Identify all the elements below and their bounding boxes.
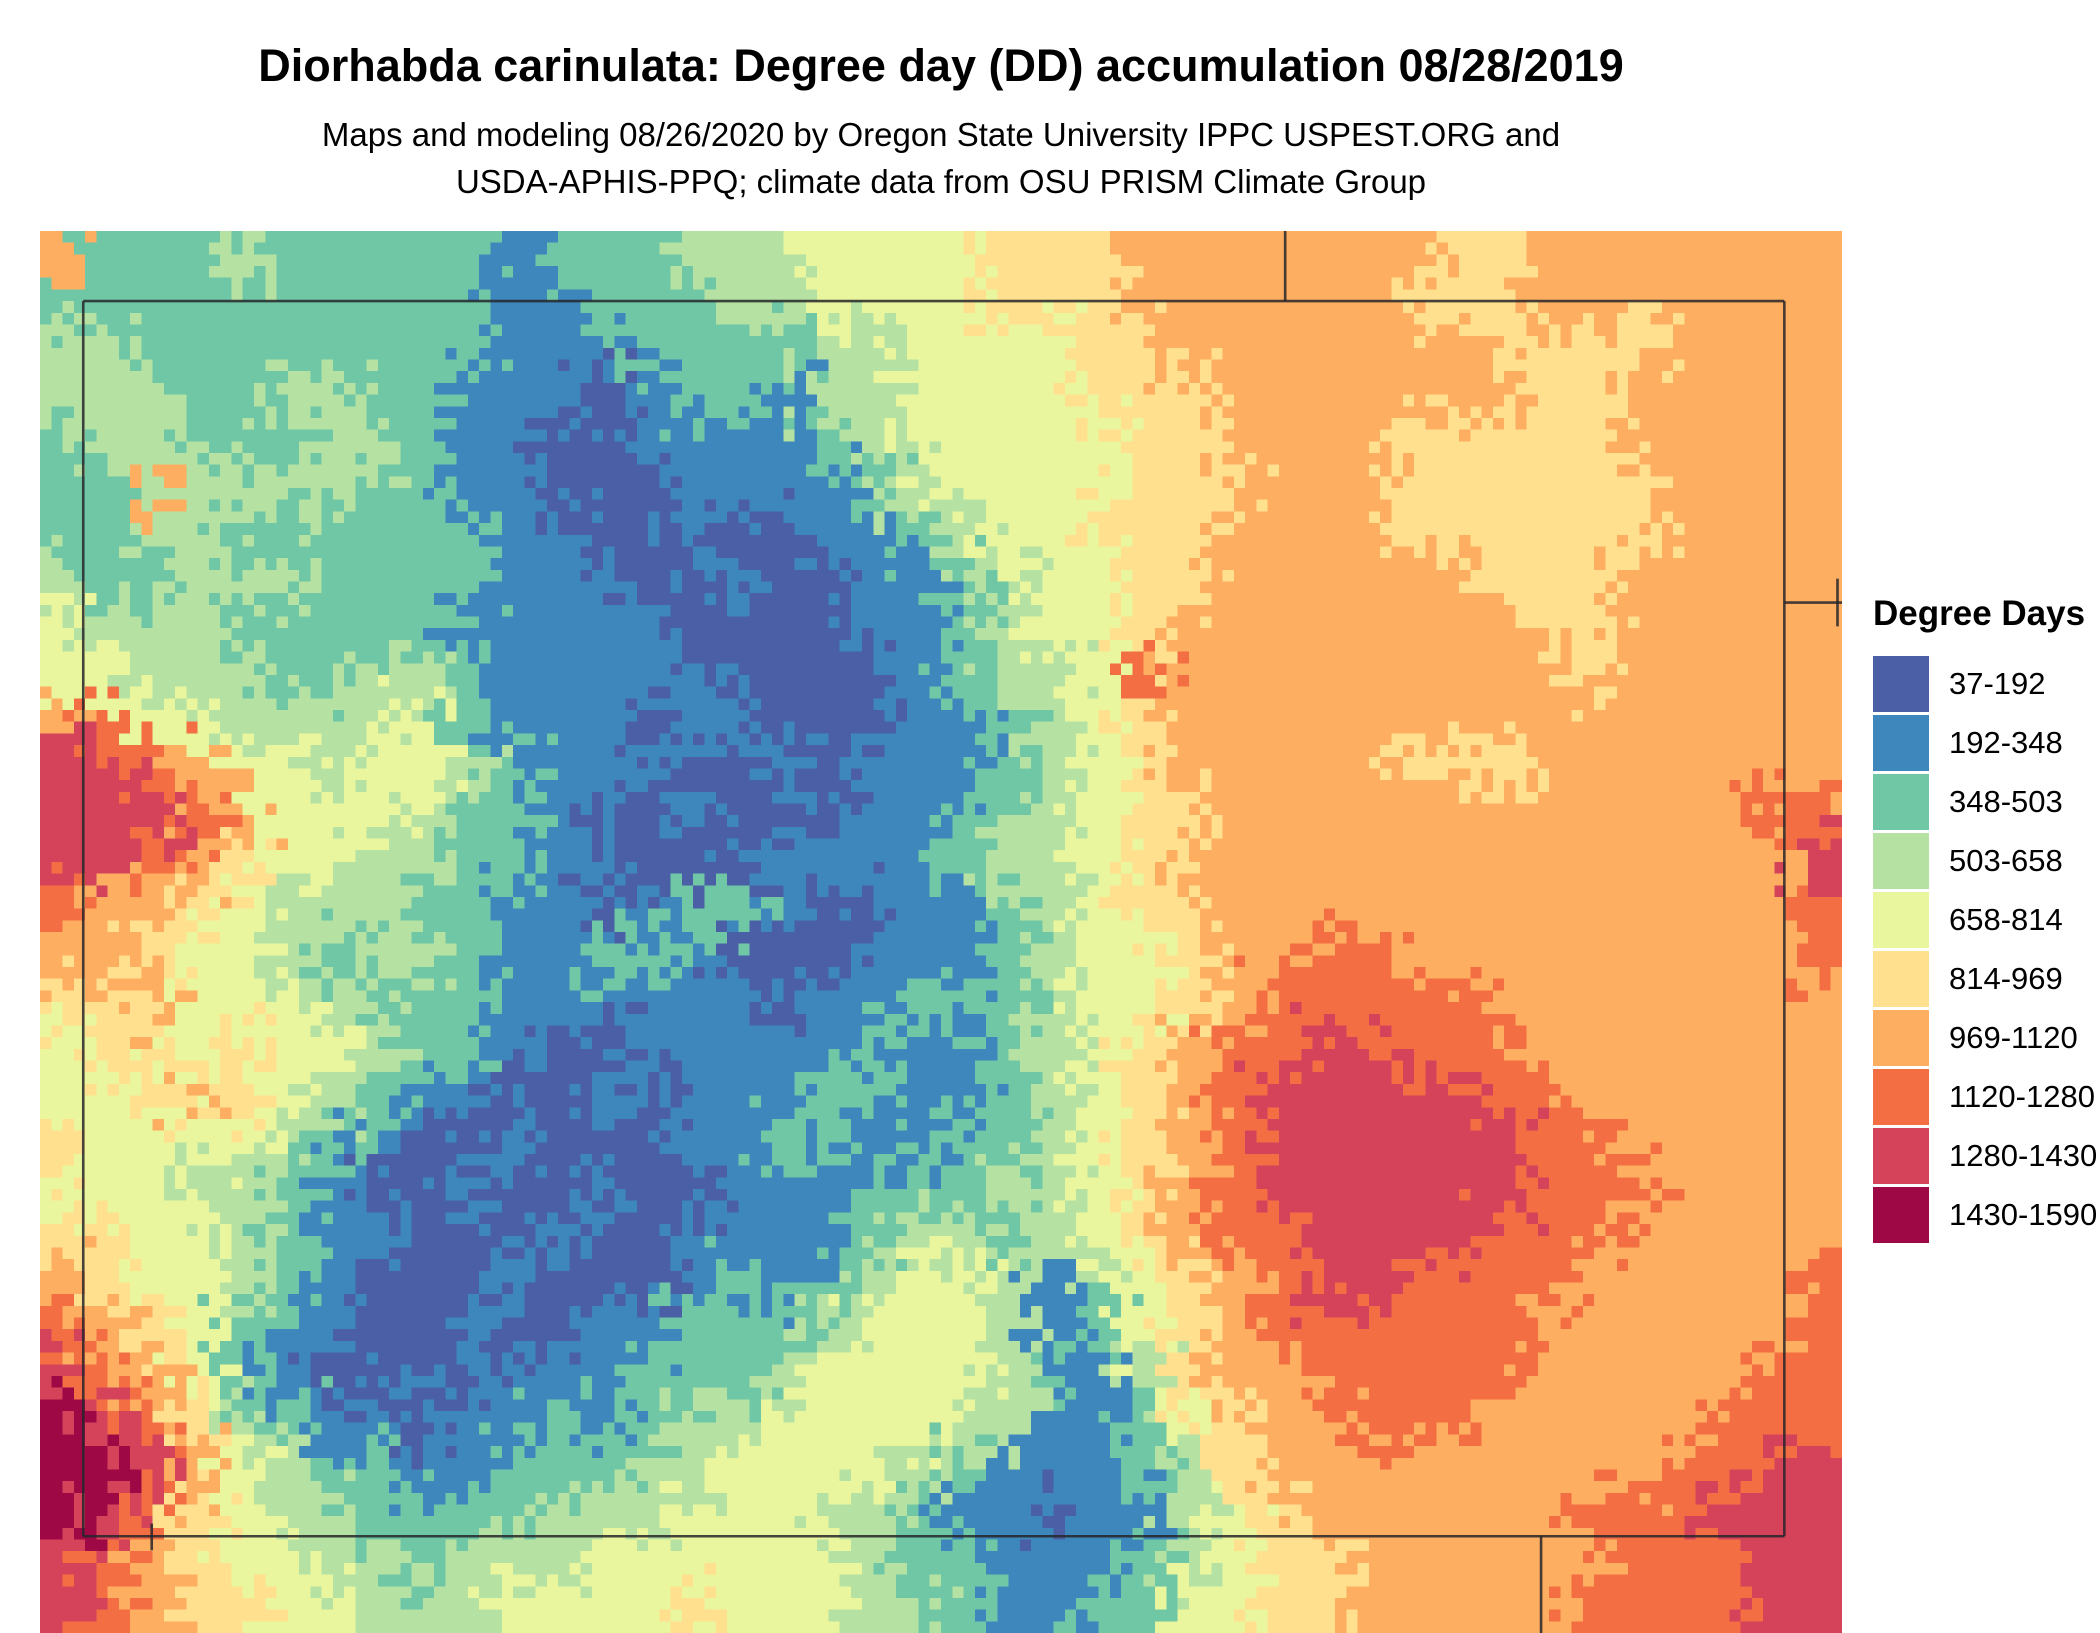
legend-label: 1280-1430 xyxy=(1949,1137,2098,1173)
legend-label: 192-348 xyxy=(1949,724,2063,760)
legend-entry: 1430-1590 xyxy=(1873,1185,2099,1244)
legend-entry: 1120-1280 xyxy=(1873,1067,2099,1126)
legend-swatch xyxy=(1873,714,1929,771)
legend-swatch xyxy=(1873,1186,1929,1243)
legend-entry: 658-814 xyxy=(1873,890,2099,949)
degree-day-map xyxy=(40,231,1842,1633)
legend-entry: 348-503 xyxy=(1873,772,2099,831)
map-raster xyxy=(40,231,1842,1633)
legend-entry: 192-348 xyxy=(1873,713,2099,772)
state-borders xyxy=(40,231,1842,1633)
legend-entry: 503-658 xyxy=(1873,831,2099,890)
legend-swatch xyxy=(1873,1127,1929,1184)
legend-label: 37-192 xyxy=(1949,665,2046,701)
legend-swatch xyxy=(1873,891,1929,948)
legend-title: Degree Days xyxy=(1873,594,2086,633)
legend: Degree Days 37-192 192-348 348-503 503-658 6… xyxy=(1873,594,2099,1244)
subtitle: Maps and modeling 08/26/2020 by Oregon S… xyxy=(40,112,1842,206)
legend-label: 658-814 xyxy=(1949,901,2063,937)
legend-label: 503-658 xyxy=(1949,842,2063,878)
legend-label: 348-503 xyxy=(1949,783,2063,819)
legend-entries: 37-192 192-348 348-503 503-658 658-814 814-96… xyxy=(1873,654,2099,1244)
subtitle-line-1: Maps and modeling 08/26/2020 by Oregon S… xyxy=(321,116,1561,153)
legend-swatch xyxy=(1873,1068,1929,1125)
legend-entry: 969-1120 xyxy=(1873,1008,2099,1067)
legend-swatch xyxy=(1873,773,1929,830)
legend-label: 969-1120 xyxy=(1949,1019,2078,1055)
legend-swatch xyxy=(1873,950,1929,1007)
legend-entry: 37-192 xyxy=(1873,654,2099,713)
legend-entry: 814-969 xyxy=(1873,949,2099,1008)
page-title: Diorhabda carinulata: Degree day (DD) ac… xyxy=(258,40,1624,91)
subtitle-line-2: USDA-APHIS-PPQ; climate data from OSU PR… xyxy=(455,162,1427,200)
legend-swatch xyxy=(1873,655,1929,712)
legend-label: 1120-1280 xyxy=(1949,1078,2095,1114)
legend-label: 1430-1590 xyxy=(1949,1196,2098,1232)
legend-label: 814-969 xyxy=(1949,960,2063,996)
legend-swatch xyxy=(1873,1009,1929,1066)
legend-entry: 1280-1430 xyxy=(1873,1126,2099,1185)
legend-swatch xyxy=(1873,832,1929,889)
